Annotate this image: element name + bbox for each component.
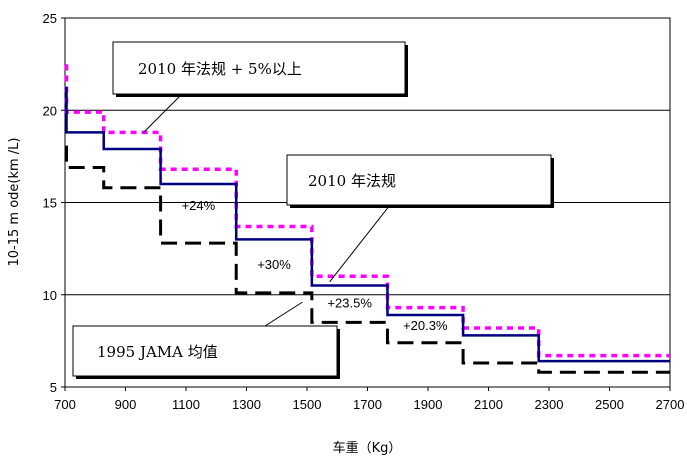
x-axis-ticks: 700 900 1100 1300 1500 1700 1900 2100 2300 2500 27… (54, 387, 684, 412)
callout-box (72, 325, 338, 377)
series-lines (64, 64, 670, 374)
callout-leader (143, 93, 183, 133)
x-tick-label: 2500 (595, 397, 624, 412)
x-tick-label: 1900 (414, 397, 443, 412)
x-tick-label: 2700 (656, 397, 685, 412)
x-tick-label: 2100 (474, 397, 503, 412)
y-tick-label: 20 (43, 103, 57, 118)
y-tick-label: 25 (43, 11, 57, 26)
x-axis-title: 车重（Kg） (333, 440, 402, 456)
callout-box (286, 154, 552, 206)
y-tick-label: 5 (50, 380, 57, 395)
x-tick-label: 700 (54, 397, 76, 412)
percent-label: +30% (257, 257, 291, 272)
percent-label: +20.3% (403, 318, 448, 333)
percent-label: +23.5% (327, 296, 372, 311)
callout-leader (329, 204, 391, 283)
callouts: 2010 年法规 + 5%以上 2010 年法规 1995 JAMA 均值 (72, 41, 554, 379)
x-tick-label: 1300 (232, 397, 261, 412)
callout-box (112, 41, 406, 95)
y-tick-label: 15 (43, 196, 57, 211)
x-tick-label: 1100 (172, 397, 200, 412)
series-line-1 (64, 64, 670, 358)
callout-label: 2010 年法规 + 5%以上 (138, 60, 302, 78)
x-tick-label: 1700 (353, 397, 382, 412)
callout-label: 2010 年法规 (308, 172, 396, 190)
y-axis-ticks: 5 10 15 20 25 (43, 11, 65, 395)
percent-label: +24% (182, 198, 216, 213)
y-axis-title: 10-15 m ode(km /L) (7, 138, 22, 267)
x-tick-label: 2300 (535, 397, 564, 412)
callout-label: 1995 JAMA 均值 (97, 343, 218, 361)
percent-annotations: +24% +30% +23.5% +20.3% (182, 198, 448, 333)
series-line-3 (65, 145, 670, 374)
y-tick-label: 10 (43, 288, 57, 303)
x-tick-label: 900 (115, 397, 137, 412)
x-tick-label: 1500 (293, 397, 322, 412)
series-line-2 (65, 86, 670, 363)
callout-leader (264, 301, 303, 327)
